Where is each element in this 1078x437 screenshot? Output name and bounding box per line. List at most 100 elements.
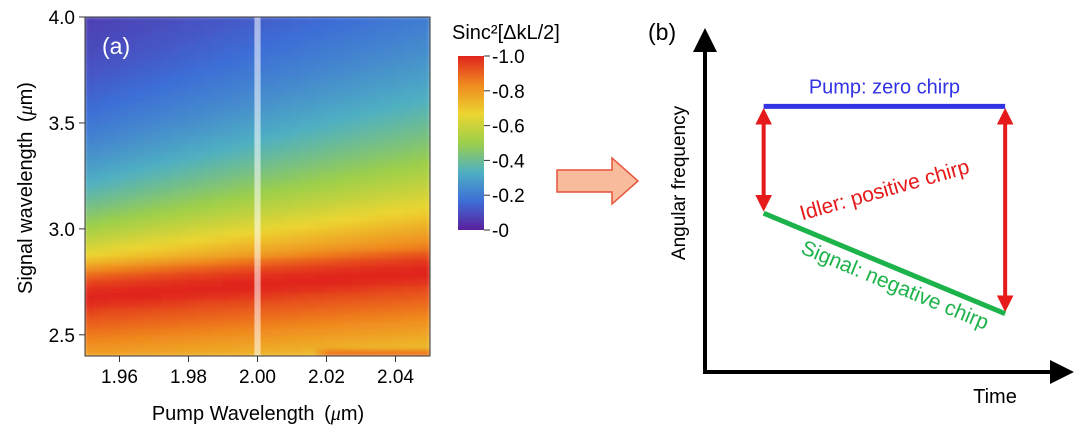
- heatmap-cell: [394, 319, 406, 329]
- heatmap-cell: [101, 93, 112, 103]
- heatmap-cell: [403, 242, 414, 252]
- heatmap-cell: [282, 347, 293, 356]
- heatmap-cell: [247, 213, 259, 223]
- heatmap-cell: [411, 129, 423, 139]
- heatmap-cell: [265, 65, 276, 75]
- heatmap-cell: [144, 65, 155, 75]
- heatmap-cell: [222, 206, 233, 216]
- heatmap-cell: [153, 185, 164, 195]
- heatmap-cell: [265, 256, 276, 266]
- heatmap-cell: [127, 129, 138, 139]
- heatmap-cell: [127, 171, 138, 181]
- heatmap-cell: [256, 164, 268, 174]
- heatmap-cell: [265, 79, 276, 89]
- heatmap-cell: [377, 178, 388, 188]
- heatmap-cell: [204, 249, 216, 259]
- heatmap-cell: [170, 326, 181, 336]
- heatmap-cell: [92, 58, 104, 68]
- heatmap-cell: [204, 333, 216, 343]
- heatmap-cell: [256, 284, 268, 294]
- heatmap-cell: [377, 291, 388, 301]
- heatmap-cell: [256, 227, 268, 237]
- heatmap-cell: [153, 192, 164, 202]
- heatmap-cell: [308, 242, 319, 252]
- heatmap-cell: [316, 79, 328, 89]
- heatmap-cell: [92, 319, 104, 329]
- heatmap-cell: [222, 107, 233, 117]
- heatmap-cell: [247, 171, 259, 181]
- heatmap-cell: [420, 206, 430, 216]
- heatmap-cell: [273, 150, 285, 160]
- heatmap-cell: [144, 37, 155, 47]
- heatmap-cell: [291, 206, 302, 216]
- heatmap-cell: [420, 192, 430, 202]
- heatmap-cell: [403, 192, 414, 202]
- heatmap-cell: [178, 277, 190, 287]
- heatmap-cell: [316, 340, 328, 350]
- heatmap-cell: [213, 249, 224, 259]
- heatmap-cell: [85, 206, 95, 216]
- heatmap-cell: [109, 206, 121, 216]
- heatmap-cell: [334, 291, 345, 301]
- heatmap-cell: [101, 270, 112, 280]
- heatmap-cell: [273, 44, 285, 54]
- heatmap-cell: [178, 192, 190, 202]
- heatmap-cell: [403, 107, 414, 117]
- heatmap-cell: [187, 23, 199, 33]
- heatmap-cell: [187, 44, 199, 54]
- heatmap-cell: [196, 143, 207, 153]
- heatmap-cell: [127, 164, 138, 174]
- heatmap-cell: [403, 185, 414, 195]
- heatmap-cell: [420, 242, 430, 252]
- heatmap-cell: [351, 171, 362, 181]
- colorbar-tick-label: -0.8: [492, 82, 525, 103]
- heatmap-cell: [187, 93, 199, 103]
- heatmap-cell: [161, 347, 173, 356]
- heatmap-cell: [230, 79, 242, 89]
- heatmap-cell: [161, 312, 173, 322]
- heatmap-cell: [273, 51, 285, 61]
- heatmap-cell: [161, 263, 173, 273]
- heatmap-cell: [420, 17, 430, 26]
- heatmap-cell: [291, 249, 302, 259]
- heatmap-cell: [170, 291, 181, 301]
- heatmap-cell: [256, 72, 268, 82]
- heatmap-cell: [394, 263, 406, 273]
- heatmap-cell: [85, 23, 95, 33]
- heatmap-cell: [299, 333, 311, 343]
- heatmap-cell: [377, 227, 388, 237]
- heatmap-cell: [342, 347, 354, 356]
- heatmap-cell: [135, 157, 147, 167]
- heatmap-cell: [101, 277, 112, 287]
- heatmap-cell: [420, 93, 430, 103]
- heatmap-cell: [92, 129, 104, 139]
- heatmap-cell: [213, 107, 224, 117]
- heatmap-cell: [265, 185, 276, 195]
- heatmap-cell: [187, 171, 199, 181]
- heatmap-cell: [325, 291, 337, 301]
- heatmap-cell: [385, 256, 397, 266]
- heatmap-cell: [411, 44, 423, 54]
- heatmap-cell: [282, 234, 293, 244]
- heatmap-cell: [213, 58, 224, 68]
- heatmap-cell: [299, 164, 311, 174]
- heatmap-cell: [316, 192, 328, 202]
- heatmap-cell: [316, 157, 328, 167]
- heatmap-cell: [325, 136, 337, 146]
- heatmap-cell: [342, 298, 354, 308]
- heatmap-cell: [334, 79, 345, 89]
- heatmap-cell: [265, 270, 276, 280]
- heatmap-cell: [247, 129, 259, 139]
- heatmap-cell: [282, 86, 293, 96]
- heatmap-cell: [85, 150, 95, 160]
- heatmap-cell: [187, 249, 199, 259]
- heatmap-cell: [308, 340, 319, 350]
- heatmap-cell: [247, 270, 259, 280]
- heatmap-cell: [161, 192, 173, 202]
- heatmap-cell: [377, 121, 388, 131]
- heatmap-cell: [385, 270, 397, 280]
- heatmap-cell: [360, 65, 371, 75]
- heatmap-cell: [385, 242, 397, 252]
- heatmap-cell: [187, 234, 199, 244]
- heatmap-cell: [92, 51, 104, 61]
